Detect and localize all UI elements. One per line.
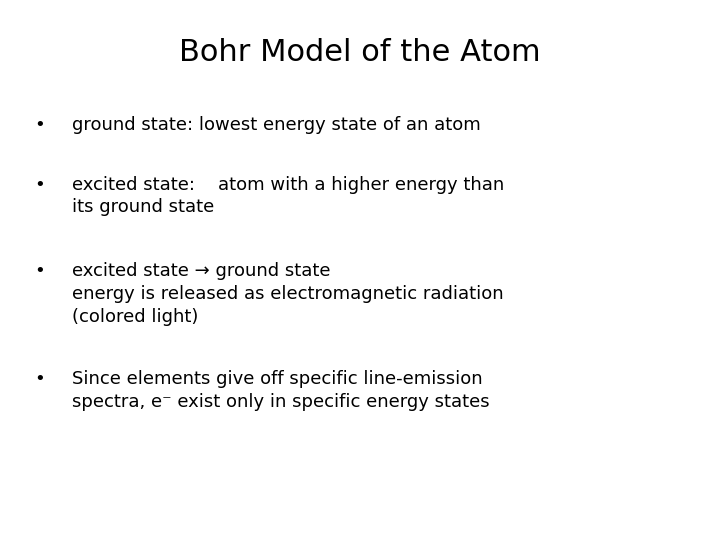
Text: excited state:    atom with a higher energy than
its ground state: excited state: atom with a higher energy… [72,176,504,217]
Text: •: • [35,176,45,193]
Text: Bohr Model of the Atom: Bohr Model of the Atom [179,38,541,67]
Text: excited state → ground state
energy is released as electromagnetic radiation
(co: excited state → ground state energy is r… [72,262,503,326]
Text: •: • [35,116,45,134]
Text: •: • [35,262,45,280]
Text: ground state: lowest energy state of an atom: ground state: lowest energy state of an … [72,116,481,134]
Text: Since elements give off specific line-emission
spectra, e⁻ exist only in specifi: Since elements give off specific line-em… [72,370,490,411]
Text: •: • [35,370,45,388]
